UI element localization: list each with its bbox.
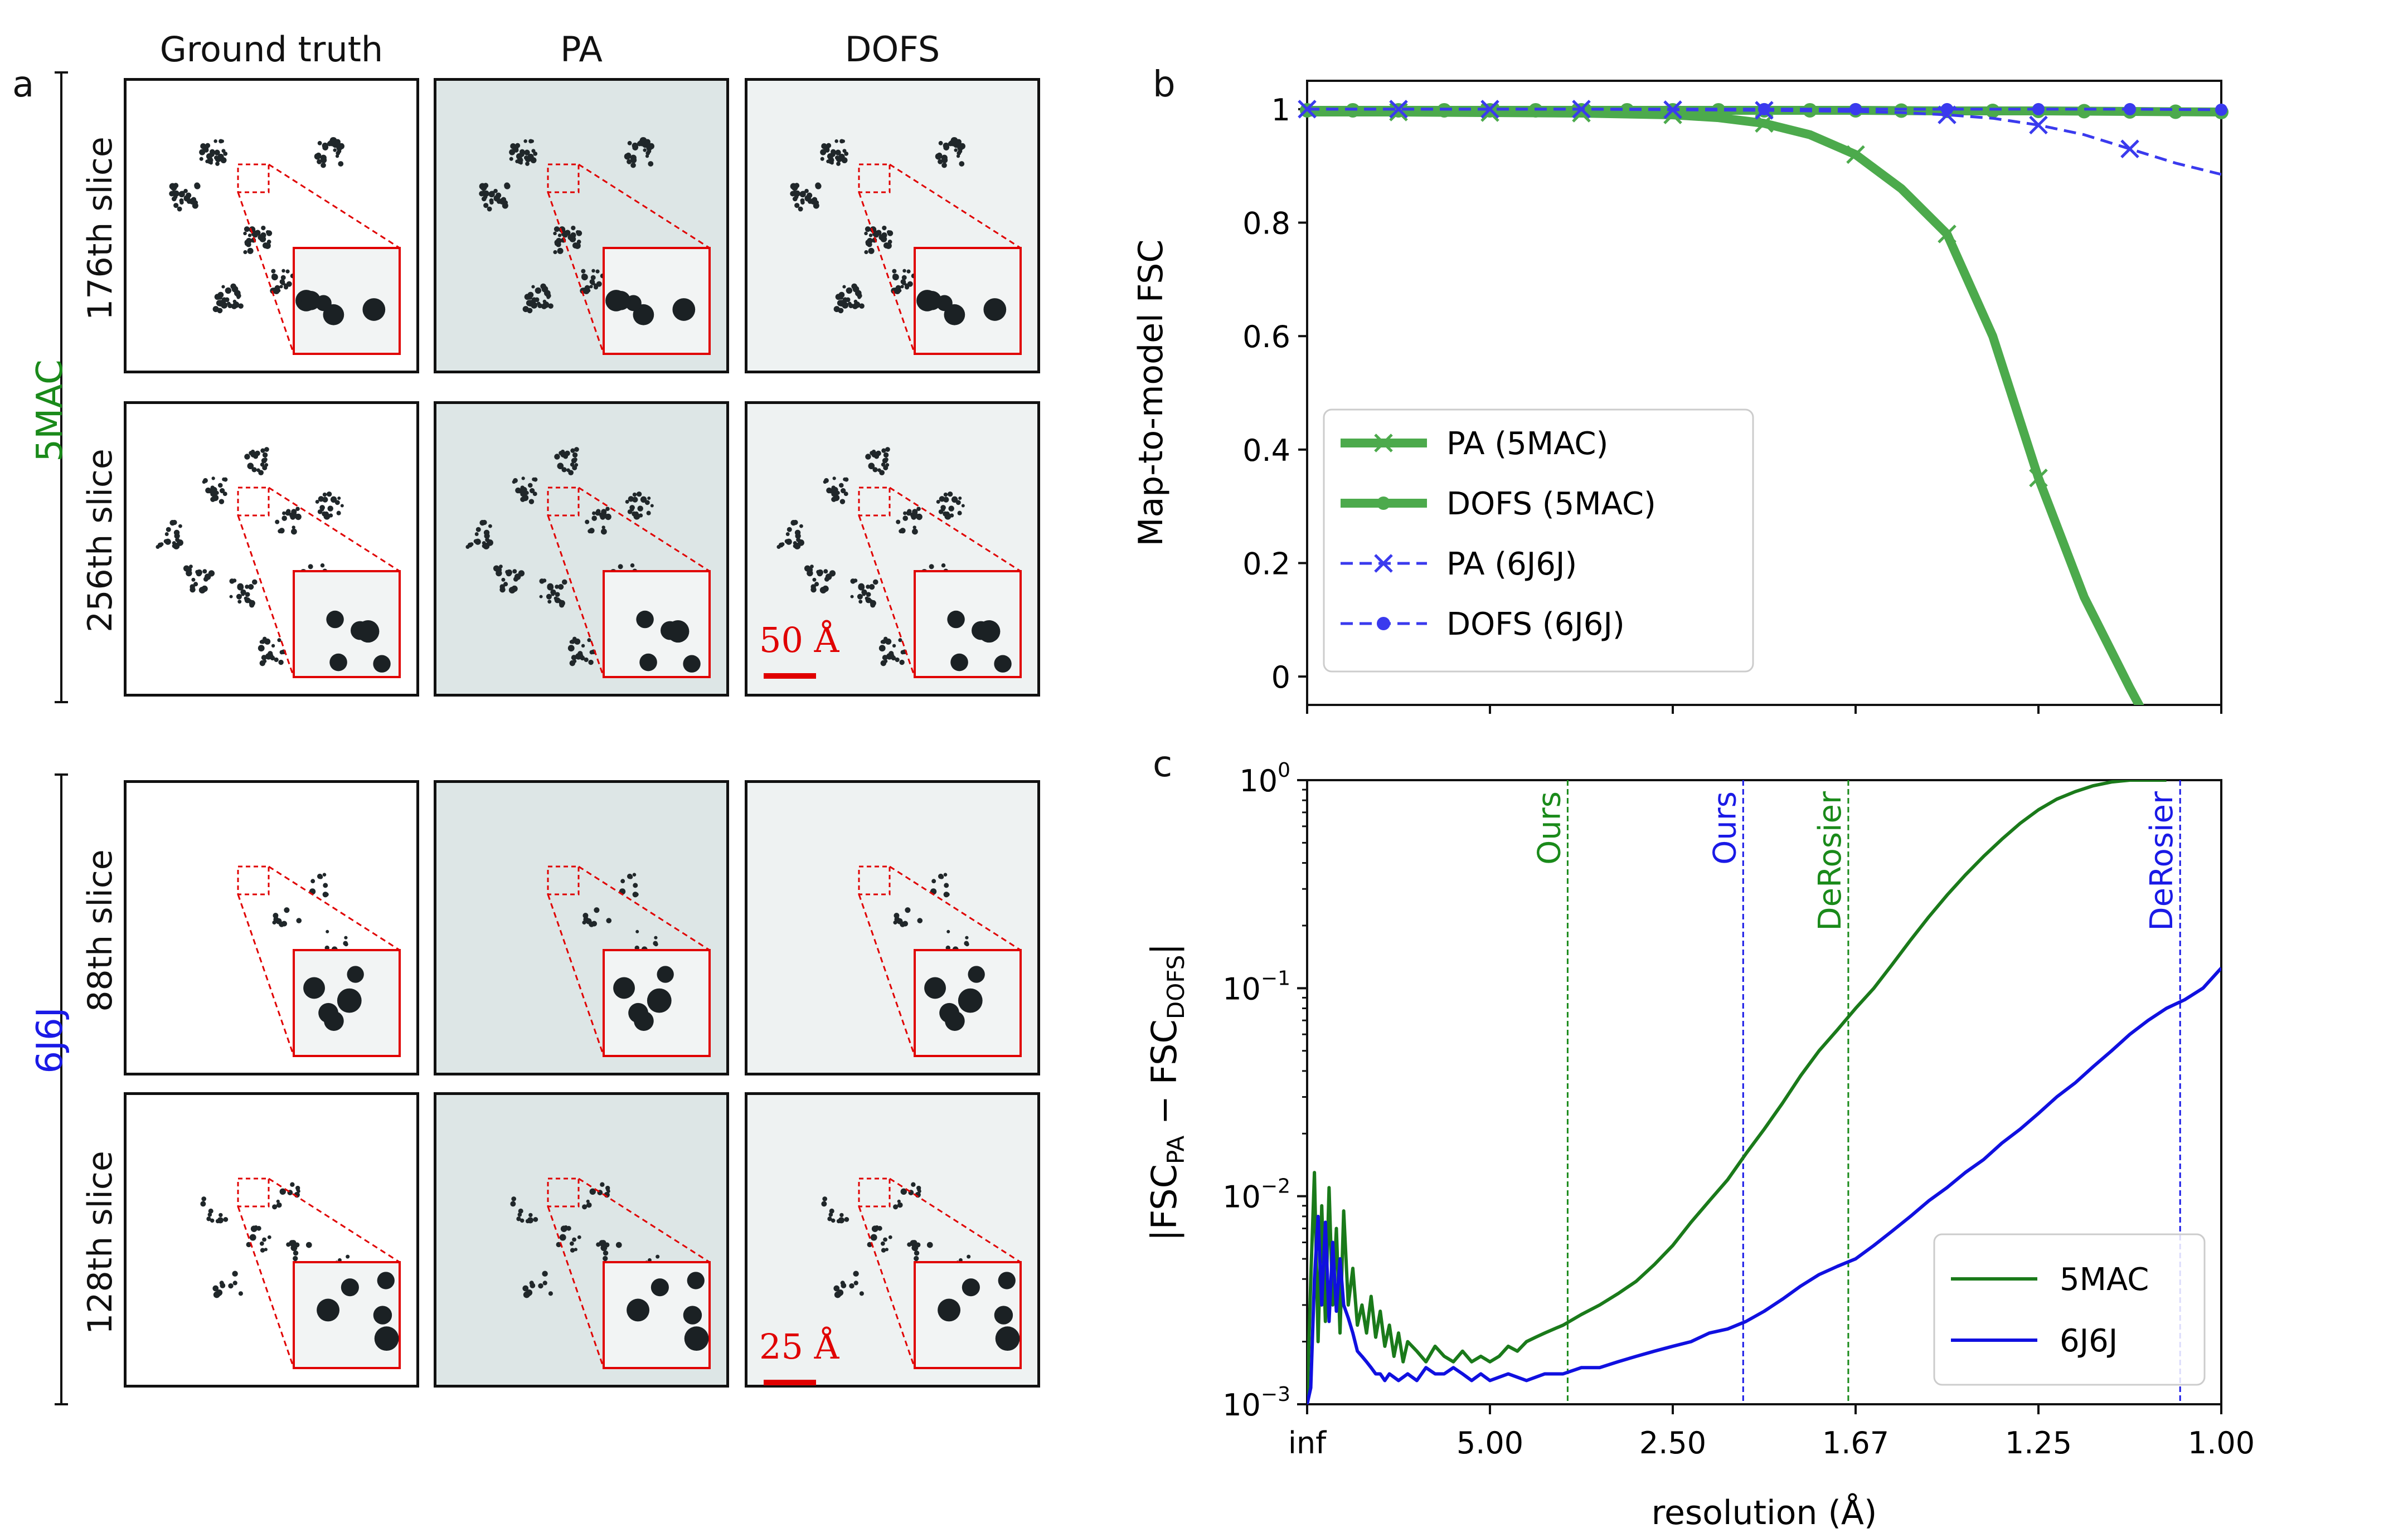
panel-c-line-0 [1307, 780, 2167, 1404]
panel-c-letter: c [1153, 744, 1173, 785]
scale-bar-label-5mac: 50 Å [759, 620, 839, 660]
panel-c-ytick-label: 10−3 [1222, 1383, 1290, 1423]
panel-b-legend-label: DOFS (6J6J) [1446, 606, 1625, 643]
panel-b-marker [2029, 468, 2048, 488]
panel-c-xtick-label: 1.25 [2005, 1425, 2072, 1461]
slice-tile-r0-c2 [745, 78, 1040, 373]
panel-b-legend-marker [1374, 434, 1393, 452]
column-header-dofs: DOFS [844, 29, 940, 70]
panel-b-legend-label: DOFS (5MAC) [1446, 486, 1656, 522]
slice-tile-r2-c2 [745, 780, 1040, 1075]
panel-b-marker [2215, 103, 2227, 116]
slice-tile-r0-c1 [434, 78, 729, 373]
slice-tile-r3-c2 [745, 1092, 1040, 1388]
slice-tile-r2-c0 [124, 780, 419, 1075]
panel-c-vline-label-0: Ours [1531, 791, 1567, 865]
panel-b-marker [2029, 115, 2048, 135]
scale-bar-5mac [764, 673, 816, 679]
slice-image [858, 865, 1022, 1057]
panel-c-legend-label: 6J6J [2060, 1323, 2118, 1359]
slice-image [465, 447, 711, 678]
panel-b-legend-marker [1377, 617, 1390, 630]
panel-b-legend [1323, 408, 1754, 673]
panel-c-xtick-label: 5.00 [1457, 1425, 1523, 1461]
scale-bar-6j6j [764, 1380, 816, 1385]
slice-tile-r1-c1 [434, 401, 729, 697]
panel-c-line-1 [1307, 967, 2221, 1404]
slice-image [510, 1177, 711, 1369]
panel-b-ytick-label: 0.8 [1242, 206, 1290, 241]
panel-b-legend-label: PA (6J6J) [1446, 546, 1577, 582]
slice-tile-r1-c0 [124, 401, 419, 697]
panel-c-ylabel: |FSCPA − FSCDOFS| [1144, 943, 1190, 1241]
panel-b-letter: b [1153, 64, 1176, 105]
slice-image [821, 1177, 1022, 1369]
panel-b-marker [1711, 103, 1726, 118]
slice-tile-r2-c1 [434, 780, 729, 1075]
panel-b-marker [2032, 103, 2045, 115]
panel-c-xlabel: resolution (Å) [1652, 1493, 1877, 1532]
panel-b-ytick-label: 1 [1271, 93, 1290, 128]
panel-b-marker [2120, 139, 2139, 158]
panel-b-marker [1985, 103, 2000, 118]
panel-b-frame [1306, 80, 2222, 706]
panel-b-legend-label: PA (5MAC) [1446, 426, 1608, 462]
panel-b-marker [1941, 103, 1953, 115]
slice-image [156, 447, 401, 678]
panel-b-marker [1849, 103, 1862, 115]
panel-b-ytick-label: 0 [1271, 660, 1290, 695]
scale-bar-label-6j6j: 25 Å [759, 1326, 839, 1367]
panel-b-legend-marker [1377, 497, 1390, 510]
panel-b-marker [1846, 145, 1865, 164]
panel-c-legend-label: 5MAC [2060, 1262, 2149, 1298]
panel-b-ylabel: Map-to-model FSC [1132, 240, 1171, 547]
panel-c-vline-label-3: DeRosier [2144, 791, 2180, 931]
panel-c-xtick-label: inf [1288, 1425, 1327, 1461]
panel-c-vline-label-2: DeRosier [1812, 791, 1848, 931]
panel-b-marker [2168, 104, 2183, 119]
slice-tile-r3-c0 [124, 1092, 419, 1388]
slice-image [776, 447, 1022, 678]
group-brackets [55, 71, 68, 1405]
slice-tile-r0-c0 [124, 78, 419, 373]
panel-b-legend-marker [1374, 554, 1393, 573]
panel-b-marker [1894, 103, 1909, 118]
panel-b-ytick-label: 0.6 [1242, 319, 1290, 354]
panel-b-marker [1758, 103, 1770, 115]
panel-c-ytick-label: 10−1 [1222, 967, 1290, 1006]
slice-image [547, 865, 711, 1057]
column-header-ground-truth: Ground truth [159, 29, 383, 70]
slice-image [237, 865, 401, 1057]
panel-c-xtick-label: 1.67 [1822, 1425, 1889, 1461]
panel-a-letter: a [12, 64, 35, 105]
panel-b-marker [2124, 103, 2136, 115]
panel-b-marker [2077, 104, 2091, 119]
panel-c-vline-label-1: Ours [1707, 791, 1743, 865]
panel-c-legend [1933, 1233, 2206, 1386]
slice-image [169, 137, 401, 355]
panel-c-ytick-label: 100 [1239, 759, 1290, 799]
slice-image [200, 1177, 401, 1369]
slice-image [479, 137, 711, 355]
panel-b-ytick-label: 0.4 [1242, 433, 1290, 468]
panel-c-xtick-label: 2.50 [1639, 1425, 1706, 1461]
panel-b-marker [1389, 100, 1408, 119]
panel-c-ytick-label: 10−2 [1222, 1175, 1290, 1215]
panel-b-marker [1620, 103, 1634, 118]
panel-c-frame [1306, 779, 2222, 1405]
column-header-pa: PA [560, 29, 603, 70]
panel-b-marker [1938, 225, 1957, 244]
slice-image [790, 137, 1022, 355]
panel-b-ytick-label: 0.2 [1242, 546, 1290, 581]
panel-c-xtick-label: 1.00 [2188, 1425, 2255, 1461]
slice-tile-r1-c2 [745, 401, 1040, 697]
slice-tile-r3-c1 [434, 1092, 729, 1388]
